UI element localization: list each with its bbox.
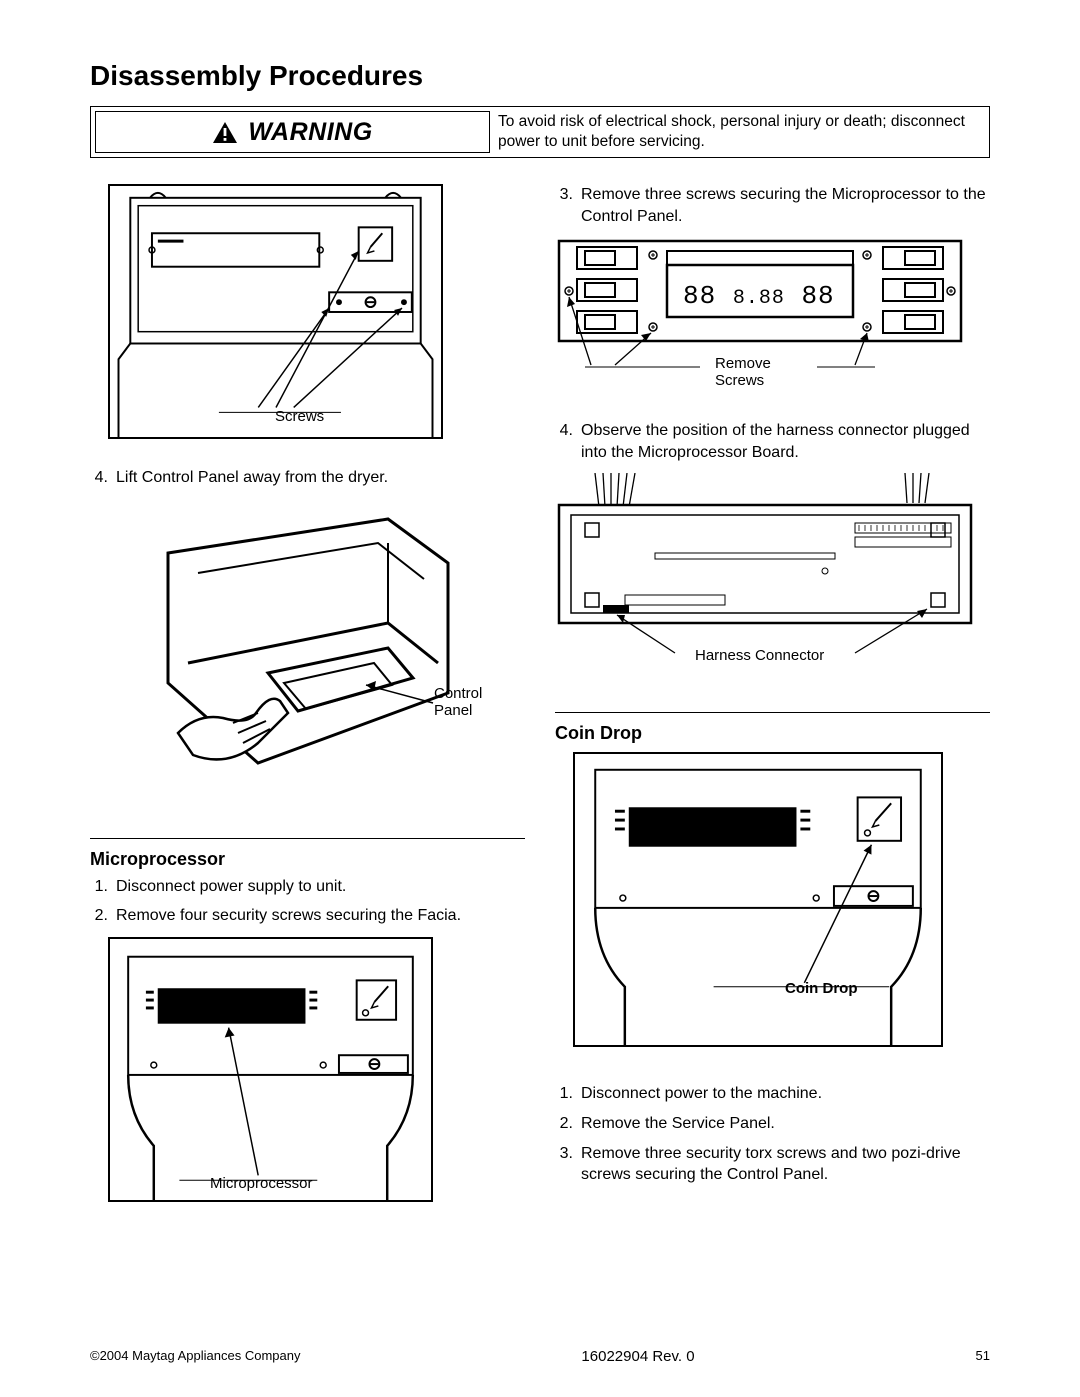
- cd-step-3: 3.Remove three security torx screws and …: [555, 1143, 990, 1186]
- figure-control-panel-lift: ControlPanel: [138, 513, 483, 798]
- footer-copyright: ©2004 Maytag Appliances Company: [90, 1348, 300, 1365]
- warning-label: WARNING: [248, 118, 372, 147]
- footer-pagenum: 51: [976, 1348, 990, 1365]
- mp-step-1: 1.Disconnect power supply to unit.: [90, 876, 525, 898]
- figure-coin-drop: Coin Drop: [573, 752, 943, 1047]
- figure-board: Harness Connector: [555, 473, 975, 678]
- coin-drop-label: Coin Drop: [785, 980, 858, 997]
- warning-text: To avoid risk of electrical shock, perso…: [494, 107, 989, 157]
- footer-docnum: 16022904 Rev. 0: [300, 1348, 975, 1365]
- warning-label-box: WARNING: [95, 111, 490, 153]
- right-step-4: 4.Observe the position of the harness co…: [555, 420, 990, 463]
- harness-connector-label: Harness Connector: [695, 647, 824, 664]
- figure-microprocessor: Microprocessor: [108, 937, 433, 1202]
- right-step-3: 3.Remove three screws securing the Micro…: [555, 184, 990, 227]
- section-divider: [90, 838, 525, 839]
- remove-screws-label: RemoveScrews: [715, 355, 771, 390]
- left-step-4: 4. Lift Control Panel away from the drye…: [90, 467, 525, 489]
- cd-step-1: 1.Disconnect power to the machine.: [555, 1083, 990, 1105]
- screws-label: Screws: [275, 408, 324, 425]
- display-digits: 88 8.88 88: [683, 281, 835, 311]
- mp-step-2: 2.Remove four security screws securing t…: [90, 905, 525, 927]
- left-column: Screws 4. Lift Control Panel away from t…: [90, 184, 525, 1212]
- right-column: 3.Remove three screws securing the Micro…: [555, 184, 990, 1212]
- warning-box: WARNING To avoid risk of electrical shoc…: [90, 106, 990, 158]
- warning-triangle-icon: [212, 121, 238, 144]
- microprocessor-heading: Microprocessor: [90, 849, 525, 870]
- control-panel-label: ControlPanel: [434, 685, 482, 720]
- figure-display-panel: 88 8.88 88 RemoveScrews: [555, 237, 965, 402]
- coin-drop-heading: Coin Drop: [555, 723, 990, 744]
- figure-dryer-back: Screws: [108, 184, 443, 439]
- page-footer: ©2004 Maytag Appliances Company 16022904…: [90, 1348, 990, 1365]
- page-title: Disassembly Procedures: [90, 60, 990, 92]
- microprocessor-label: Microprocessor: [210, 1175, 313, 1192]
- section-divider-2: [555, 712, 990, 713]
- cd-step-2: 2.Remove the Service Panel.: [555, 1113, 990, 1135]
